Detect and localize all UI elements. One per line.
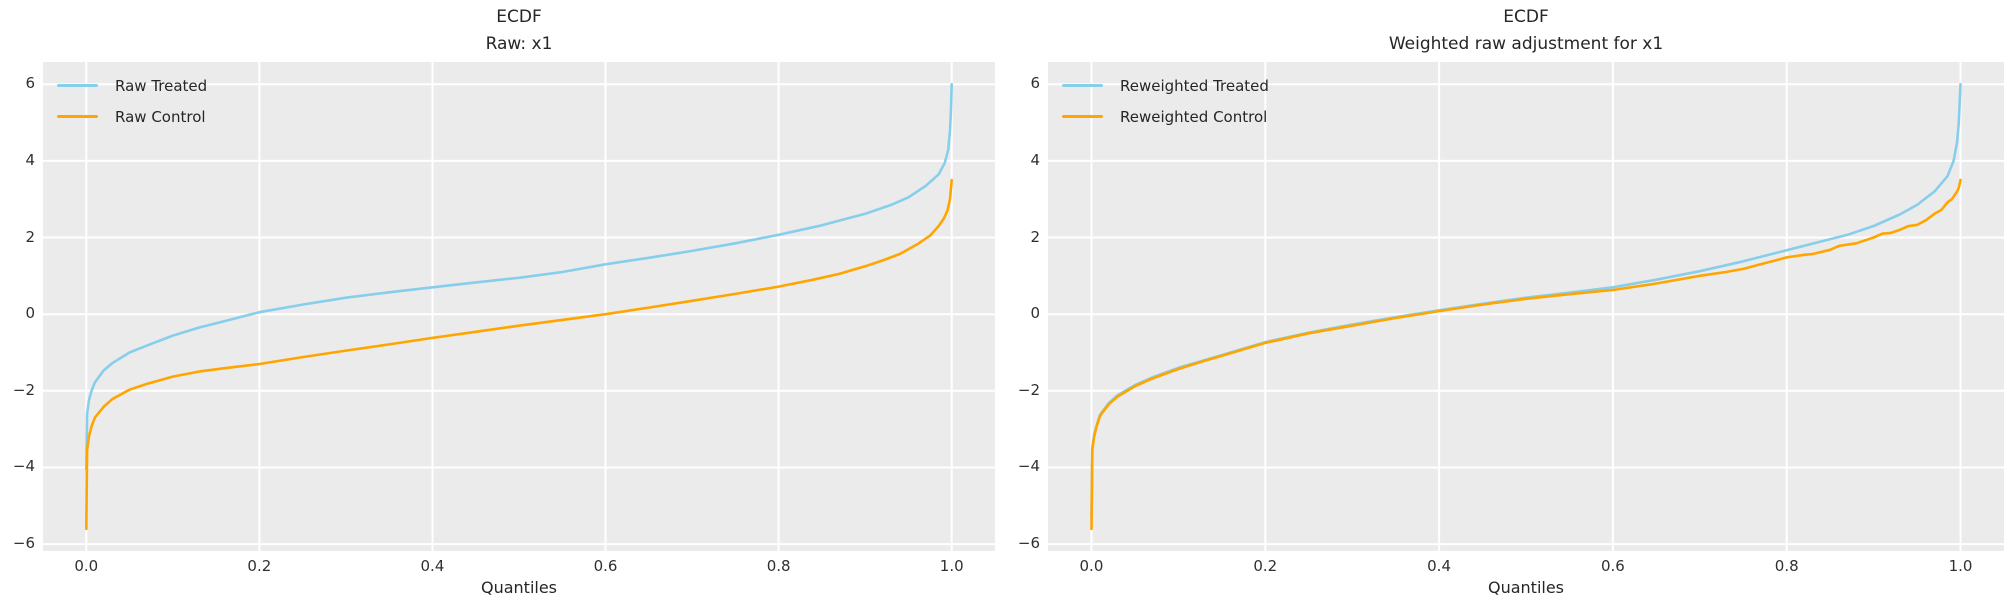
y-tick-label: −4 (1017, 457, 1040, 476)
weighted-plot-title: ECDF Weighted raw adjustment for x1 (1048, 4, 2004, 58)
reweighted-treated-line-swatch (1062, 84, 1103, 87)
axes-background (43, 62, 995, 551)
y-tick-label: 4 (25, 150, 35, 169)
reweighted-treated-legend-label: Reweighted Treated (1120, 76, 1269, 95)
axes-raw-plot: Raw Treated Raw Control (43, 62, 995, 551)
legend-weighted: Reweighted Treated Reweighted Control (1062, 70, 1269, 132)
x-tick-label: 0.4 (420, 557, 445, 575)
x-tick-label: 1.0 (1948, 557, 1973, 575)
legend-item-raw-treated: Raw Treated (57, 70, 207, 101)
x-tick-label: 0.8 (766, 557, 791, 575)
weighted-plot-title-line1: ECDF (1503, 7, 1549, 27)
raw-treated-legend-label: Raw Treated (115, 76, 208, 95)
raw-control-line-swatch (57, 115, 98, 118)
raw-plot-title-line2: Raw: x1 (485, 34, 553, 54)
weighted-plot-canvas (1048, 62, 2004, 551)
x-tick-label: 0.6 (1600, 557, 1625, 575)
legend-item-raw-control: Raw Control (57, 101, 207, 132)
x-tick-label: 0.0 (74, 557, 99, 575)
reweighted-control-legend-label: Reweighted Control (1120, 107, 1268, 126)
series-line (84, 178, 954, 531)
y-tick-label: 6 (25, 74, 35, 93)
axes-background (1048, 62, 2004, 551)
series-line (84, 82, 954, 471)
x-tick-label: 0.2 (1253, 557, 1278, 575)
raw-plot-canvas (43, 62, 995, 551)
y-tick-label: 4 (1030, 150, 1040, 169)
y-tick-label: 0 (25, 304, 35, 323)
raw-treated-line-swatch (57, 84, 98, 87)
raw-plot-xlabel: Quantiles (480, 578, 558, 597)
weighted-plot-xlabel: Quantiles (1487, 578, 1565, 597)
weighted-plot-title-line2: Weighted raw adjustment for x1 (1388, 34, 1664, 54)
y-tick-label: 0 (1030, 304, 1040, 323)
x-tick-label: 0.6 (593, 557, 618, 575)
x-tick-label: 0.2 (247, 557, 272, 575)
x-tick-label: 0.4 (1427, 557, 1451, 575)
legend-item-reweighted-treated: Reweighted Treated (1062, 70, 1269, 101)
series-line (1090, 178, 1962, 531)
legend-item-reweighted-control: Reweighted Control (1062, 101, 1269, 132)
y-tick-label: −6 (1017, 534, 1040, 553)
y-tick-label: −2 (1017, 380, 1040, 399)
y-tick-label: −4 (12, 457, 35, 476)
axes-weighted-plot: Reweighted Treated Reweighted Control (1048, 62, 2004, 551)
y-tick-label: −6 (12, 534, 35, 553)
reweighted-control-line-swatch (1062, 115, 1103, 118)
raw-plot-title: ECDF Raw: x1 (43, 4, 995, 58)
x-tick-label: 0.0 (1079, 557, 1104, 575)
legend-raw: Raw Treated Raw Control (57, 70, 207, 132)
y-tick-label: 2 (25, 227, 35, 246)
y-tick-label: 6 (1030, 74, 1040, 93)
y-tick-label: −2 (12, 380, 35, 399)
y-tick-label: 2 (1030, 227, 1040, 246)
raw-plot-title-line1: ECDF (496, 7, 542, 27)
x-tick-label: 1.0 (939, 557, 964, 575)
x-tick-label: 0.8 (1774, 557, 1799, 575)
raw-control-legend-label: Raw Control (115, 107, 206, 126)
